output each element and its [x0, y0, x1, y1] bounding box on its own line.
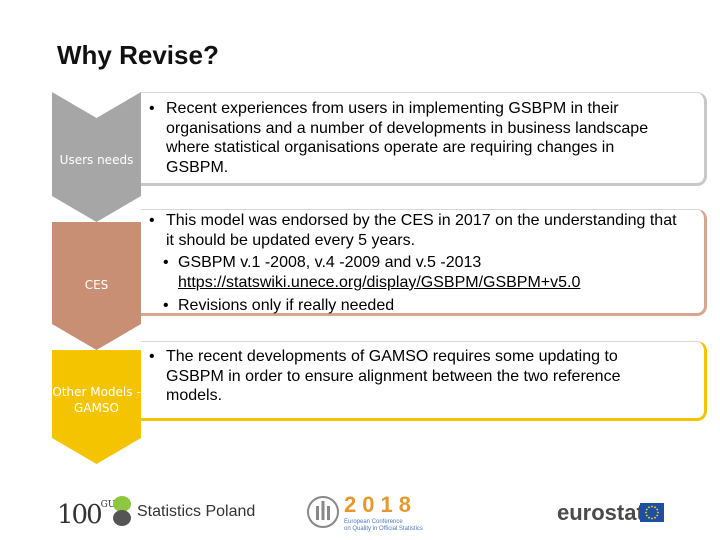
gus-100-logo: 100GUS	[57, 500, 122, 530]
sub-bullet-text: GSBPM v.1 -2008, v.4 -2009 and v.5 -2013	[178, 254, 482, 271]
logo-gus-text: GUS	[100, 500, 122, 510]
chevron-label-line: Other Models -	[52, 385, 141, 399]
chevron-users-needs: Users needs	[52, 92, 141, 222]
bullet-marker: •	[149, 348, 155, 365]
sub-bullet-item: • Revisions only if really needed	[163, 296, 683, 316]
content-box-other-models: • The recent developments of GAMSO requi…	[141, 341, 707, 421]
gsbpm-link[interactable]: https://statswiki.unece.org/display/GSBP…	[178, 273, 581, 291]
statistics-poland-emblem-icon	[113, 496, 131, 526]
bullet-item: • This model was endorsed by the CES in …	[149, 211, 679, 250]
eu-flag-icon	[640, 503, 664, 522]
chevron-shape	[52, 350, 141, 464]
bullet-marker: •	[163, 297, 169, 314]
eurostat-logo-text: eurostat	[557, 500, 644, 525]
logo-100-text: 100	[57, 500, 103, 530]
bullet-marker: •	[163, 254, 169, 271]
chevron-label-ces: CES	[84, 278, 109, 292]
sub-bullet-item: • GSBPM v.1 -2008, v.4 -2009 and v.5 -20…	[163, 253, 683, 292]
statistics-poland-logo-text: Statistics Poland	[137, 503, 256, 520]
bullet-marker: •	[149, 100, 155, 117]
bullet-text: This model was endorsed by the CES in 20…	[166, 212, 677, 249]
conference-year: 2018	[344, 492, 417, 517]
conference-emblem-icon	[307, 496, 339, 528]
chevron-shape	[52, 222, 141, 350]
content-box-users-needs: • Recent experiences from users in imple…	[141, 92, 707, 186]
bullet-item: • The recent developments of GAMSO requi…	[149, 347, 679, 406]
conference-line: on Quality in Official Statistics	[344, 526, 423, 532]
chevron-label-line: GAMSO	[74, 401, 119, 415]
chevron-ces: CES	[52, 222, 141, 350]
sub-bullet-text: Revisions only if really needed	[178, 297, 395, 314]
chevron-label-other-models: Other Models - GAMSO	[52, 384, 141, 416]
bullet-marker: •	[149, 212, 155, 229]
chevron-label-users-needs: Users needs	[59, 153, 134, 167]
chevron-shape	[52, 92, 141, 222]
content-box-ces: • This model was endorsed by the CES in …	[141, 209, 707, 316]
chevron-other-models: Other Models - GAMSO	[52, 350, 141, 464]
slide-title: Why Revise?	[57, 40, 219, 70]
conference-subtitle: European Conference on Quality in Offici…	[344, 519, 424, 533]
conference-line: European Conference	[344, 519, 403, 525]
bullet-text: The recent developments of GAMSO require…	[166, 348, 621, 404]
bullet-text: Recent experiences from users in impleme…	[166, 100, 649, 176]
bullet-item: • Recent experiences from users in imple…	[149, 99, 679, 177]
